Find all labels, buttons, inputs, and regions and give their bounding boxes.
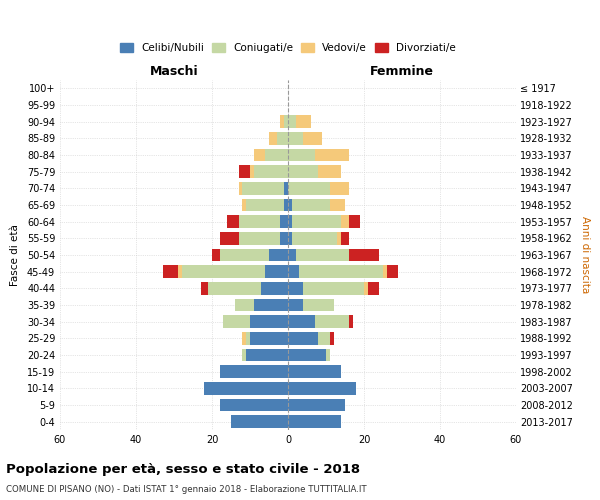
Bar	[326, 349, 330, 361]
Bar	[182, 266, 265, 278]
Bar	[254, 149, 265, 162]
Y-axis label: Fasce di età: Fasce di età	[10, 224, 20, 286]
Bar	[303, 298, 334, 311]
Bar	[235, 298, 254, 311]
Bar	[208, 282, 262, 294]
Bar	[239, 232, 280, 244]
Bar	[288, 132, 303, 144]
Text: Popolazione per età, sesso e stato civile - 2018: Popolazione per età, sesso e stato civil…	[6, 462, 360, 475]
Bar	[330, 182, 349, 194]
Bar	[288, 282, 303, 294]
Bar	[250, 332, 288, 344]
Bar	[288, 316, 314, 328]
Bar	[242, 199, 246, 211]
Bar	[292, 216, 341, 228]
Bar	[280, 232, 288, 244]
Bar	[288, 366, 341, 378]
Bar	[337, 232, 341, 244]
Bar	[205, 382, 288, 394]
Bar	[387, 266, 398, 278]
Bar	[341, 216, 349, 228]
Bar	[314, 149, 349, 162]
Bar	[246, 349, 288, 361]
Bar	[265, 149, 288, 162]
Bar	[341, 232, 349, 244]
Bar	[288, 332, 319, 344]
Bar	[288, 349, 326, 361]
Bar	[330, 332, 334, 344]
Bar	[220, 366, 288, 378]
Bar	[296, 248, 349, 261]
Bar	[254, 166, 288, 178]
Bar	[284, 199, 288, 211]
Bar	[220, 399, 288, 411]
Bar	[239, 182, 242, 194]
Bar	[269, 132, 277, 144]
Bar	[250, 166, 254, 178]
Bar	[288, 199, 292, 211]
Bar	[200, 282, 208, 294]
Text: Maschi: Maschi	[149, 64, 199, 78]
Bar	[242, 182, 284, 194]
Bar	[288, 166, 319, 178]
Bar	[299, 266, 383, 278]
Bar	[303, 282, 364, 294]
Bar	[349, 316, 353, 328]
Bar	[288, 149, 314, 162]
Legend: Celibi/Nubili, Coniugati/e, Vedovi/e, Divorziati/e: Celibi/Nubili, Coniugati/e, Vedovi/e, Di…	[117, 40, 459, 56]
Bar	[277, 132, 288, 144]
Bar	[383, 266, 387, 278]
Bar	[288, 216, 292, 228]
Bar	[231, 416, 288, 428]
Bar	[254, 298, 288, 311]
Bar	[250, 316, 288, 328]
Bar	[292, 232, 337, 244]
Bar	[288, 266, 299, 278]
Bar	[242, 332, 246, 344]
Bar	[265, 266, 288, 278]
Bar	[330, 199, 345, 211]
Bar	[288, 232, 292, 244]
Bar	[319, 332, 330, 344]
Bar	[280, 216, 288, 228]
Bar	[163, 266, 178, 278]
Bar	[212, 248, 220, 261]
Bar	[349, 216, 360, 228]
Bar	[303, 132, 322, 144]
Bar	[364, 282, 368, 294]
Bar	[288, 399, 345, 411]
Bar	[246, 199, 284, 211]
Bar	[269, 248, 288, 261]
Bar	[284, 182, 288, 194]
Bar	[239, 166, 250, 178]
Bar	[284, 116, 288, 128]
Bar	[246, 332, 250, 344]
Bar	[288, 298, 303, 311]
Bar	[288, 116, 296, 128]
Bar	[288, 416, 341, 428]
Bar	[223, 316, 250, 328]
Bar	[220, 232, 239, 244]
Bar	[239, 216, 280, 228]
Bar	[288, 182, 330, 194]
Bar	[292, 199, 330, 211]
Bar	[220, 248, 269, 261]
Bar	[288, 382, 356, 394]
Y-axis label: Anni di nascita: Anni di nascita	[580, 216, 590, 294]
Bar	[262, 282, 288, 294]
Bar	[314, 316, 349, 328]
Bar	[227, 216, 239, 228]
Bar	[368, 282, 379, 294]
Bar	[288, 248, 296, 261]
Text: Femmine: Femmine	[370, 64, 434, 78]
Bar	[280, 116, 284, 128]
Bar	[178, 266, 182, 278]
Text: COMUNE DI PISANO (NO) - Dati ISTAT 1° gennaio 2018 - Elaborazione TUTTITALIA.IT: COMUNE DI PISANO (NO) - Dati ISTAT 1° ge…	[6, 485, 367, 494]
Bar	[349, 248, 379, 261]
Bar	[296, 116, 311, 128]
Bar	[242, 349, 246, 361]
Bar	[319, 166, 341, 178]
